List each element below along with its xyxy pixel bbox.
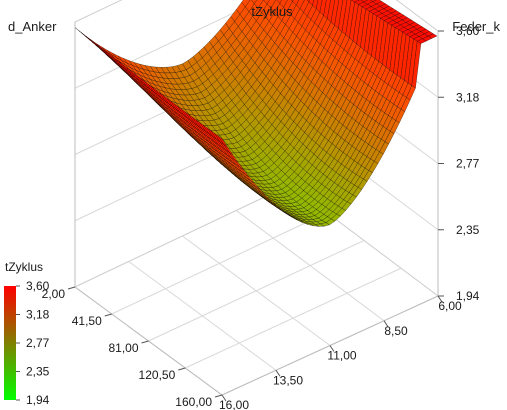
y-tick-mark: [221, 394, 227, 402]
y-tick-mark: [437, 295, 443, 303]
colorbar-title: tZyklus: [5, 260, 43, 274]
y-tick-mark: [383, 320, 389, 328]
colorbar-tick-label: 3,60: [26, 279, 50, 293]
x-tick-mark: [67, 286, 76, 290]
y-tick-mark: [275, 369, 281, 377]
x-tick-label: 81,00: [108, 341, 138, 355]
z-tick-label: 3,18: [456, 90, 480, 104]
surface-patch: [218, 135, 228, 148]
floor-gridline: [182, 235, 331, 346]
z-tick-label: 2,77: [456, 157, 480, 171]
x-tick-mark: [214, 394, 223, 398]
y-tick-label: 8,50: [384, 324, 408, 338]
floor-gridline: [235, 210, 385, 322]
y-tick-label: 16,00: [219, 398, 249, 410]
x-tick-label: 41,50: [72, 314, 102, 328]
surface: [74, 0, 438, 227]
x-tick-mark: [178, 367, 186, 371]
colorbar-tick-label: 1,94: [26, 393, 50, 407]
x-axis-label: d_Anker: [8, 19, 57, 34]
z-tick-label: 2,35: [456, 223, 480, 237]
chart-title: tZyklus: [251, 4, 293, 19]
colorbar-ticks: 3,60 3,18 2,77 2,35 1,94: [16, 279, 50, 407]
z-tick-label: 3,60: [456, 24, 480, 38]
colorbar-gradient: [4, 286, 16, 400]
floor-gridline: [185, 267, 402, 369]
x-tick-label: 2,00: [42, 287, 66, 301]
y-tick-label: 13,50: [273, 373, 303, 387]
x-tick-label: 160,00: [175, 395, 212, 409]
colorbar-tick-label: 3,18: [26, 308, 50, 322]
y-tick-label: 11,00: [327, 349, 356, 363]
x-tick-mark: [104, 313, 112, 317]
colorbar-tick-label: 2,35: [26, 365, 50, 379]
y-tick-label: 6,00: [438, 299, 462, 313]
z-tick-label: 1,94: [456, 289, 480, 303]
y-axis-label: Feder_k: [452, 19, 500, 34]
y-tick-mark: [329, 345, 335, 352]
x-tick-mark: [141, 340, 149, 344]
colorbar: tZyklus 3,60 3,18 2,77 2,35 1,94: [4, 260, 50, 407]
x-tick-label: 120,50: [139, 368, 176, 382]
colorbar-tick-label: 2,77: [26, 336, 50, 350]
